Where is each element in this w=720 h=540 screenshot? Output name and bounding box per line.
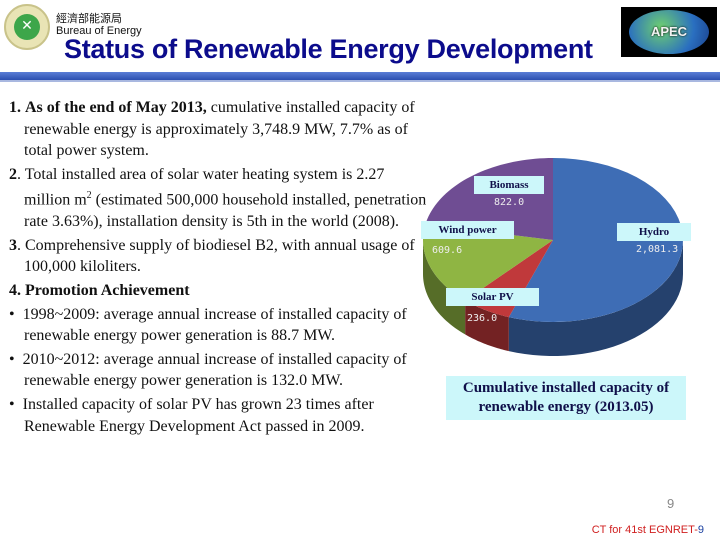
point-3: 3. Comprehensive supply of biodiesel B2,… — [9, 235, 429, 278]
value-hydro: 2,081.3 — [636, 244, 679, 255]
bullet-text: Installed capacity of solar PV has grown… — [22, 396, 374, 435]
pie-side-0 — [508, 240, 683, 356]
bullet-item: • 1998~2009: average annual increase of … — [9, 305, 407, 345]
point-1: 1. As of the end of May 2013, cumulative… — [9, 97, 429, 162]
apec-logo-text: APEC — [629, 10, 709, 54]
bullet-item: • 2010~2012: average annual increase of … — [9, 350, 407, 390]
page-number: 9 — [667, 496, 675, 511]
footer-event-text: CT for 41st EGNRET- — [591, 524, 698, 536]
pie-slice-hydro — [508, 158, 683, 322]
bureau-of-energy-logo: ✕ — [4, 4, 50, 50]
footer-event: CT for 41st EGNRET-9 — [592, 524, 704, 536]
chart-caption: Cumulative installed capacity of renewab… — [446, 376, 686, 420]
point-number: 3 — [9, 236, 17, 254]
label-hydro: Hydro — [617, 223, 691, 241]
point-2: 2. Total installed area of solar water h… — [9, 164, 429, 233]
pie-side-2 — [423, 240, 466, 335]
value-wind-power: 609.6 — [432, 245, 463, 256]
point-2-text-cont: (estimated 500,000 household installed, … — [24, 191, 427, 231]
point-4-heading: 4. Promotion Achievement — [9, 282, 190, 300]
point-1-text: cumulative installed capacity of renewab… — [24, 99, 415, 160]
apec-logo: APEC — [621, 7, 717, 57]
point-3-text: . Comprehensive supply of biodiesel B2, … — [17, 236, 415, 276]
pie-slice-wind-power — [423, 224, 553, 301]
title-divider — [0, 72, 720, 80]
point-number: 1. — [9, 99, 21, 116]
point-2-text: . Total installed area of solar water he… — [17, 165, 385, 209]
label-biomass: Biomass — [474, 176, 544, 194]
org-name-english: Bureau of Energy — [56, 25, 142, 37]
label-wind-power: Wind power — [421, 221, 514, 239]
title-divider-light — [0, 80, 720, 82]
label-solar-pv: Solar PV — [446, 288, 539, 306]
slide-body: 1. As of the end of May 2013, cumulative… — [9, 97, 429, 439]
bullet-text: 2010~2012: average annual increase of in… — [22, 350, 407, 390]
org-name-chinese: 經濟部能源局 — [56, 12, 122, 25]
point-number: 2 — [9, 165, 17, 183]
pie-side-1 — [465, 300, 509, 352]
point-1-bold: As of the end of May 2013, — [25, 99, 207, 116]
value-biomass: 822.0 — [494, 197, 525, 208]
slide-title: Status of Renewable Energy Development — [64, 34, 593, 64]
footer-event-number: 9 — [697, 524, 704, 536]
bullet-item: • Installed capacity of solar PV has gro… — [9, 396, 374, 435]
bullet-text: 1998~2009: average annual increase of in… — [22, 305, 407, 345]
value-solar-pv: 236.0 — [467, 313, 498, 324]
superscript: 2 — [86, 190, 92, 202]
